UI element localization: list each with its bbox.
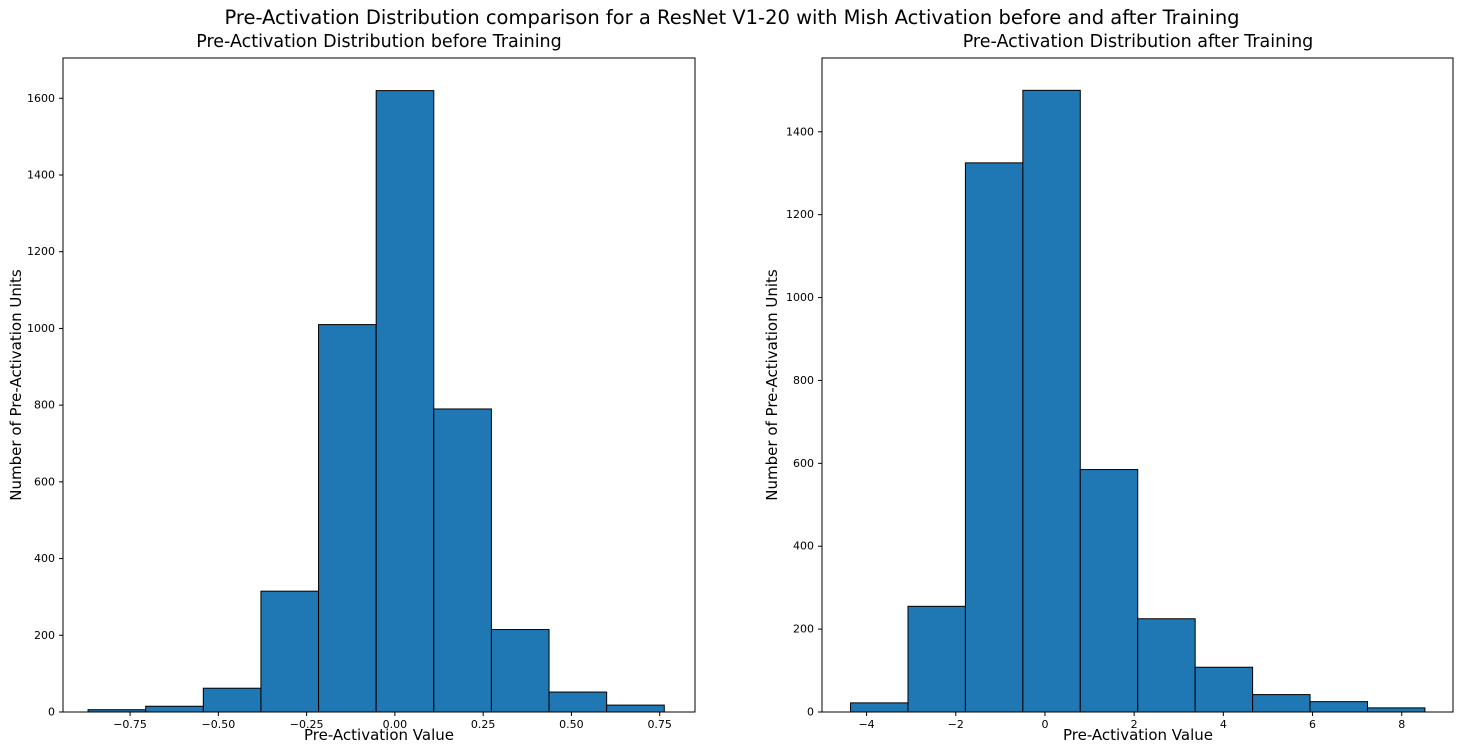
right-x-tick-label: −2: [948, 718, 964, 731]
right-x-tick-label: 4: [1220, 718, 1227, 731]
figure-suptitle: Pre-Activation Distribution comparison f…: [224, 6, 1240, 29]
left-y-tick-label: 1200: [27, 245, 55, 258]
left-histogram-bar: [490, 629, 550, 713]
left-histogram-bar: [375, 90, 435, 713]
right-histogram-bar: [964, 162, 1024, 713]
left-x-tick-label: 0.50: [559, 718, 584, 731]
left-y-tick-label: 400: [34, 552, 55, 565]
right-y-tick-label: 1400: [786, 125, 814, 138]
right-y-tick-label: 1000: [786, 291, 814, 304]
left-y-tick-label: 200: [34, 629, 55, 642]
right-x-tick-label: 0: [1041, 718, 1048, 731]
left-histogram-bar: [202, 687, 262, 713]
right-histogram-bar: [850, 702, 909, 713]
right-x-tick-label: 8: [1398, 718, 1405, 731]
right-histogram-bar: [1252, 694, 1311, 713]
left-y-tick-label: 0: [48, 706, 55, 719]
left-histogram-bar: [606, 704, 665, 713]
right-histogram-bar: [1194, 666, 1254, 713]
right-y-tick-label: 1200: [786, 208, 814, 221]
right-y-tick-label: 800: [793, 374, 814, 387]
left-x-tick-label: 0.25: [471, 718, 496, 731]
right-y-tick-label: 200: [793, 623, 814, 636]
left-x-tick-label: −0.50: [201, 718, 235, 731]
left-y-tick-label: 800: [34, 399, 55, 412]
left-histogram-bar: [318, 324, 377, 713]
left-y-tick-label: 1400: [27, 168, 55, 181]
right-x-tick-label: −4: [858, 718, 874, 731]
left-chart-title: Pre-Activation Distribution before Train…: [196, 32, 562, 52]
left-x-axis-label: Pre-Activation Value: [304, 726, 454, 744]
left-x-tick-label: −0.75: [113, 718, 147, 731]
right-x-tick-label: 2: [1131, 718, 1138, 731]
right-y-tick-label: 0: [807, 706, 814, 719]
left-x-tick-label: 0.00: [383, 718, 408, 731]
left-histogram-bar: [145, 705, 204, 713]
right-histogram-bar: [907, 605, 966, 713]
left-y-axis-label: Number of Pre-Activation Units: [7, 269, 25, 501]
left-histogram-bar: [433, 408, 492, 713]
left-x-tick-label: 0.75: [647, 718, 672, 731]
left-y-tick-label: 600: [34, 475, 55, 488]
left-y-tick-label: 1600: [27, 92, 55, 105]
left-histogram-bar: [260, 590, 320, 713]
right-x-tick-label: 6: [1309, 718, 1316, 731]
left-x-tick-label: −0.25: [290, 718, 324, 731]
right-histogram-bar: [1137, 618, 1196, 713]
right-histogram-bar: [1366, 707, 1426, 713]
right-histogram-bar: [1079, 469, 1139, 713]
right-chart-title: Pre-Activation Distribution after Traini…: [962, 32, 1314, 52]
right-y-tick-label: 600: [793, 457, 814, 470]
right-y-tick-label: 400: [793, 540, 814, 553]
left-plot-box: [62, 57, 696, 713]
right-histogram-bar: [1309, 701, 1368, 713]
right-plot-box: [821, 57, 1454, 713]
right-y-axis-label: Number of Pre-Activation Units: [763, 269, 781, 501]
right-x-axis-label: Pre-Activation Value: [1063, 726, 1213, 744]
left-y-tick-label: 1000: [27, 322, 55, 335]
left-histogram-bar: [548, 691, 608, 713]
right-histogram-bar: [1022, 89, 1081, 713]
